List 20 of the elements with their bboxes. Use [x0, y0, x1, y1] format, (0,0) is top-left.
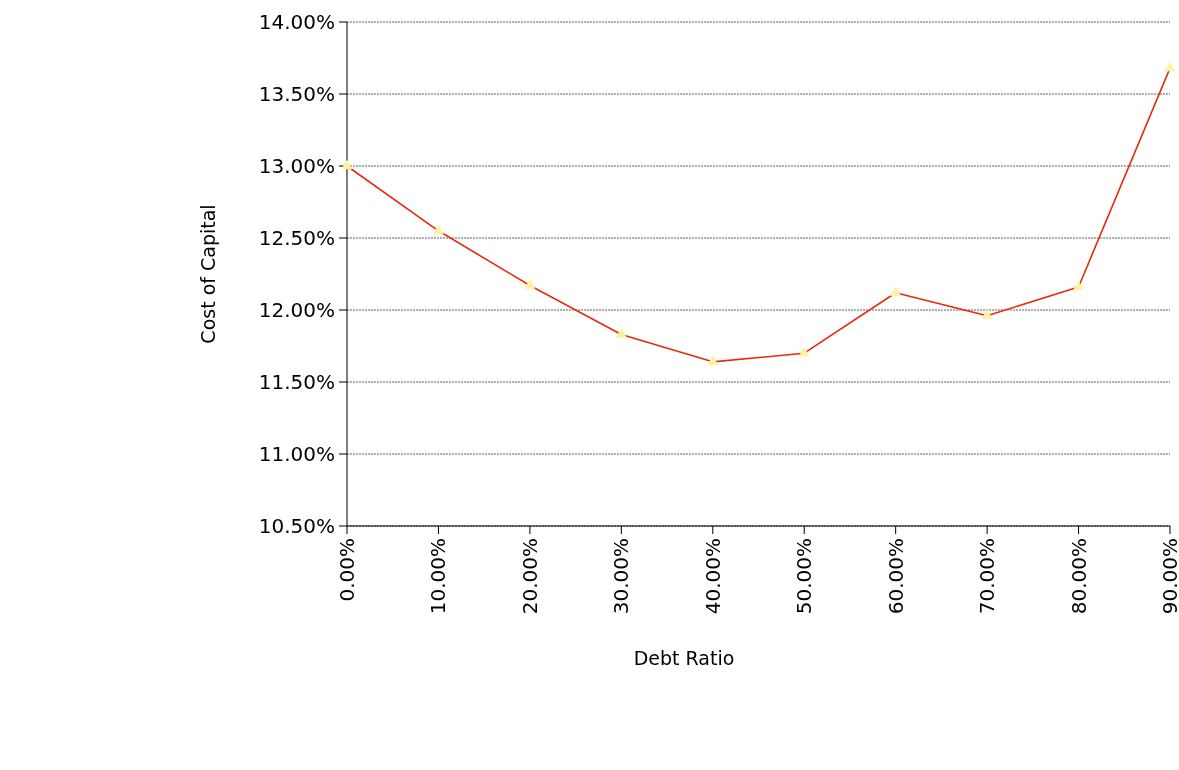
x-tick-label: 70.00%: [975, 538, 1000, 615]
y-tick-label: 12.50%: [258, 226, 335, 250]
y-tick-label: 14.00%: [258, 10, 335, 34]
x-tick-label: 10.00%: [426, 538, 451, 615]
x-tick-label: 60.00%: [883, 538, 908, 615]
y-tick-label: 13.00%: [258, 154, 335, 178]
y-tick-label: 11.00%: [258, 442, 335, 466]
x-tick-label: 40.00%: [700, 538, 725, 615]
x-tick-label: 0.00%: [335, 538, 359, 602]
x-tick-label: 30.00%: [609, 538, 634, 615]
y-axis-title: Cost of Capital: [197, 204, 219, 344]
x-tick-label: 80.00%: [1066, 538, 1091, 615]
x-tick-label: 20.00%: [517, 538, 542, 615]
y-tick-label: 10.50%: [258, 514, 335, 538]
y-tick-label: 13.50%: [258, 82, 335, 106]
x-axis-title: Debt Ratio: [633, 647, 735, 669]
y-tick-label: 11.50%: [258, 370, 335, 394]
y-tick-label: 12.00%: [258, 298, 335, 322]
x-tick-label: 50.00%: [792, 538, 817, 615]
x-tick-label: 90.00%: [1158, 538, 1179, 615]
